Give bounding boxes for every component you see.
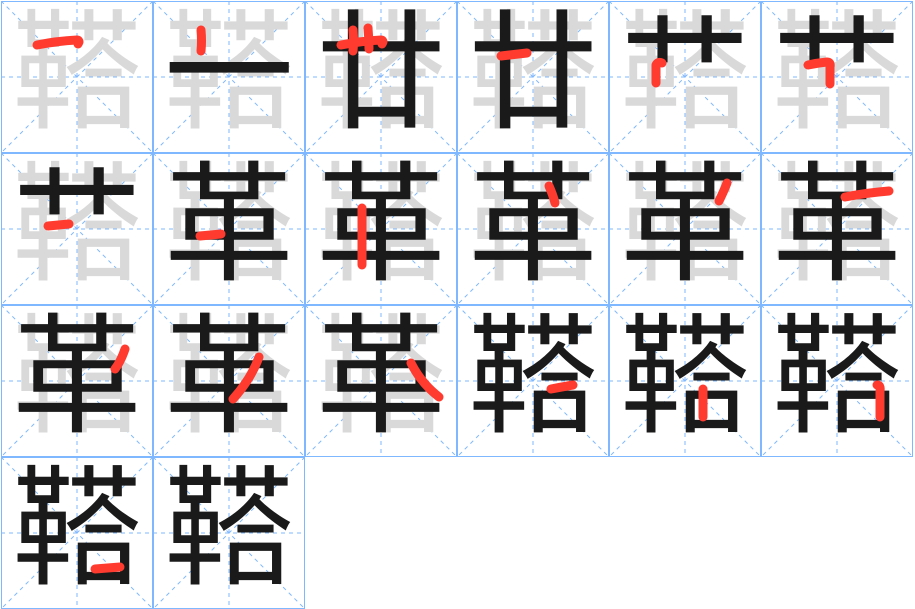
stroke-cell-11: 鞳革 — [609, 153, 761, 305]
highlight-stroke — [761, 305, 913, 457]
highlight-stroke — [457, 153, 609, 305]
stroke-cell-2: 鞳一 — [153, 1, 305, 153]
stroke-cell-3: 鞳廿 — [305, 1, 457, 153]
highlight-stroke — [153, 1, 305, 153]
ink-glyph: 鞳 — [153, 455, 305, 607]
stroke-cell-4: 鞳廿 — [457, 1, 609, 153]
stroke-cell-19: 鞳鞳 — [1, 457, 153, 609]
empty-cell — [609, 457, 761, 609]
highlight-stroke — [457, 1, 609, 153]
stroke-cell-8: 鞳革 — [153, 153, 305, 305]
highlight-stroke — [1, 153, 153, 305]
highlight-stroke — [305, 153, 457, 305]
stroke-cell-17: 鞳鞳 — [609, 305, 761, 457]
stroke-cell-5: 鞳艹 — [609, 1, 761, 153]
highlight-stroke — [153, 305, 305, 457]
highlight-stroke — [609, 153, 761, 305]
stroke-cell-7: 鞳艹 — [1, 153, 153, 305]
highlight-stroke — [609, 1, 761, 153]
highlight-stroke — [761, 1, 913, 153]
highlight-stroke — [1, 305, 153, 457]
empty-cell — [305, 457, 457, 609]
stroke-cell-18: 鞳鞳 — [761, 305, 913, 457]
stroke-order-grid: 鞳 鞳一 鞳廿 鞳廿 鞳艹 鞳艹 — [0, 0, 915, 609]
stroke-cell-14: 鞳革 — [153, 305, 305, 457]
highlight-stroke — [609, 305, 761, 457]
stroke-cell-16: 鞳鞳 — [457, 305, 609, 457]
highlight-stroke — [153, 153, 305, 305]
stroke-cell-13: 鞳革 — [1, 305, 153, 457]
highlight-stroke — [1, 1, 153, 153]
stroke-cell-12: 鞳革 — [761, 153, 913, 305]
highlight-stroke — [305, 305, 457, 457]
stroke-cell-20: 鞳 — [153, 457, 305, 609]
stroke-cell-15: 鞳革 — [305, 305, 457, 457]
empty-cell — [761, 457, 913, 609]
stroke-cell-1: 鞳 — [1, 1, 153, 153]
highlight-stroke — [305, 1, 457, 153]
stroke-cell-10: 鞳革 — [457, 153, 609, 305]
stroke-cell-9: 鞳革 — [305, 153, 457, 305]
stroke-cell-6: 鞳艹 — [761, 1, 913, 153]
highlight-stroke — [761, 153, 913, 305]
empty-cell — [457, 457, 609, 609]
highlight-stroke — [1, 457, 153, 609]
highlight-stroke — [457, 305, 609, 457]
